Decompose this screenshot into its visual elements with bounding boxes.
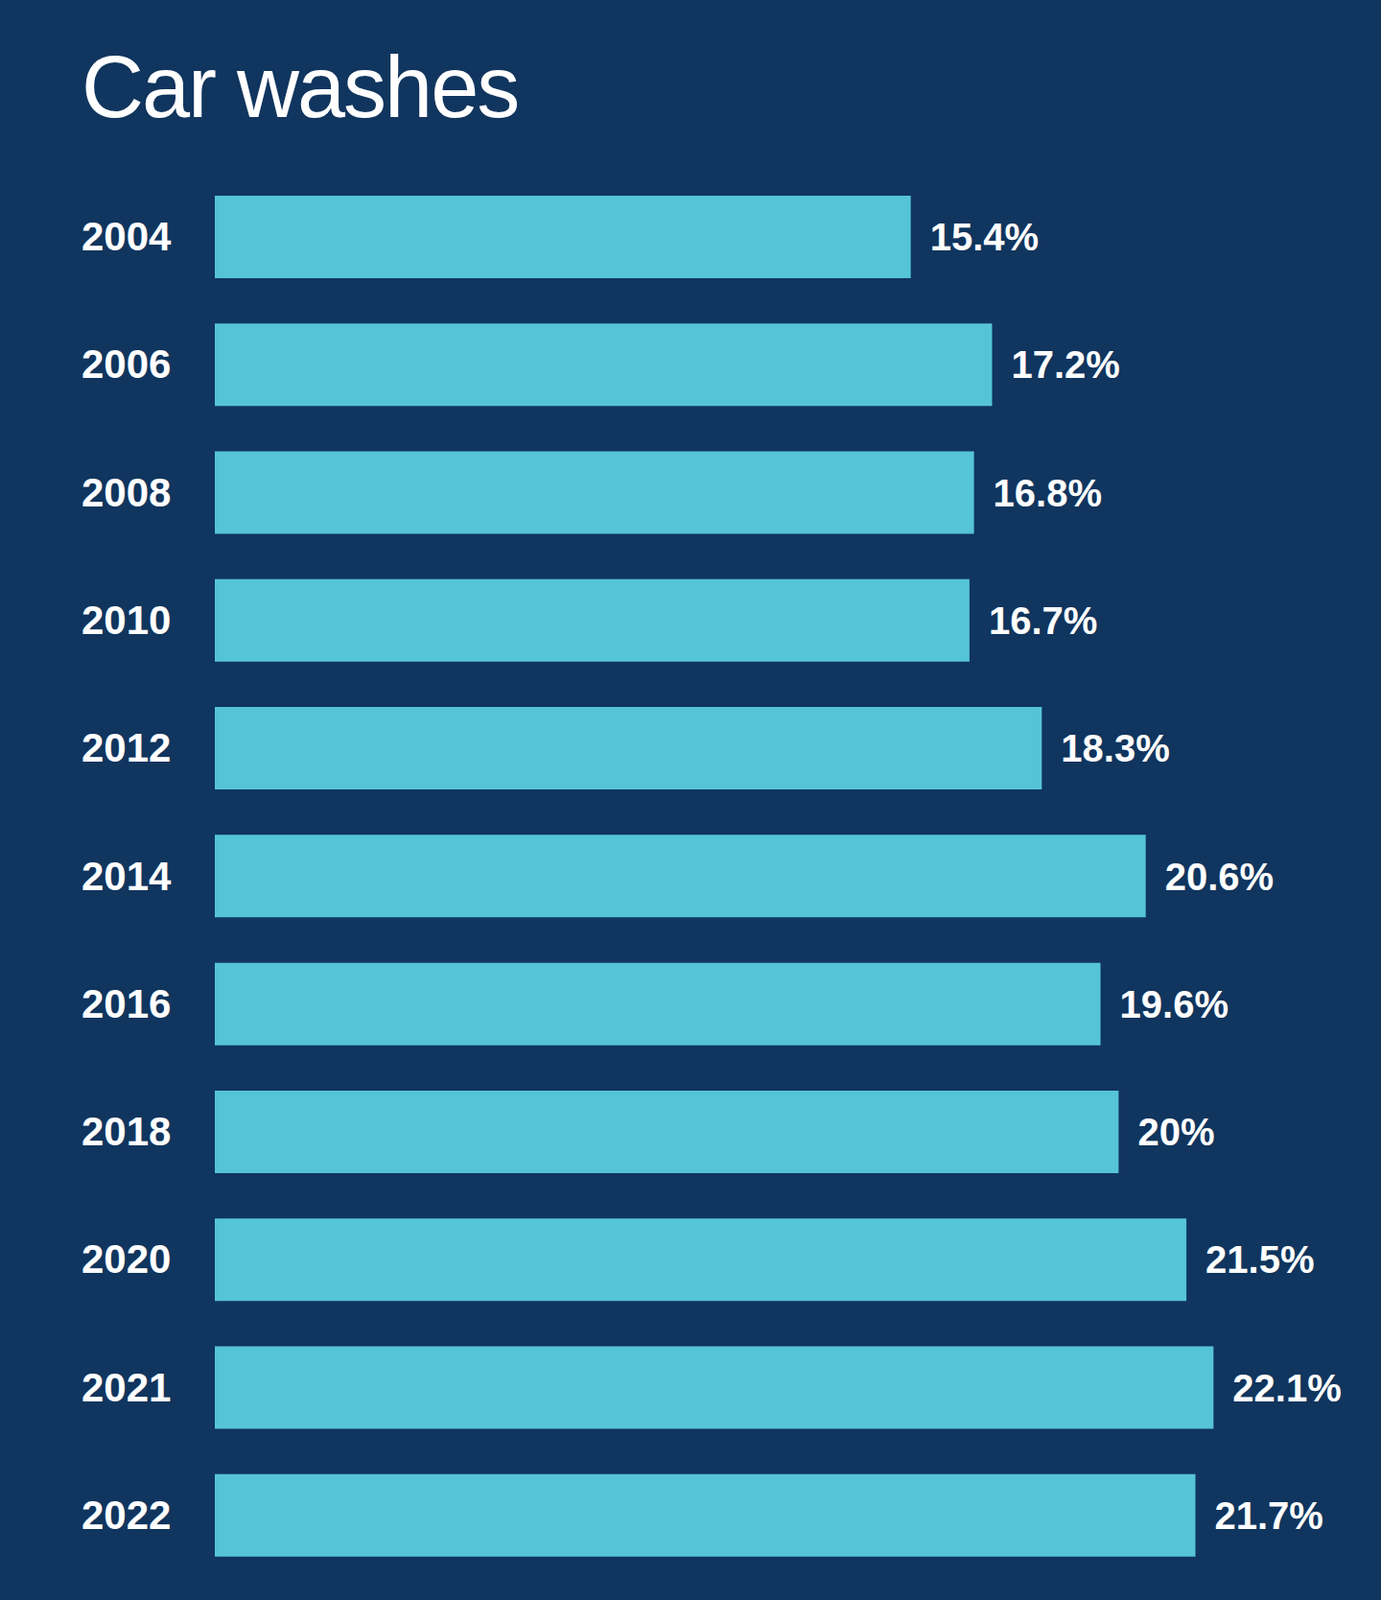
svg-text:2021: 2021 (81, 1364, 171, 1410)
svg-text:2016: 2016 (81, 981, 171, 1027)
svg-text:2008: 2008 (81, 469, 171, 515)
svg-text:21.7%: 21.7% (1215, 1494, 1324, 1537)
svg-text:16.8%: 16.8% (993, 471, 1102, 515)
svg-text:16.7%: 16.7% (988, 599, 1098, 642)
svg-text:21.5%: 21.5% (1205, 1238, 1314, 1281)
svg-text:18.3%: 18.3% (1060, 726, 1170, 770)
svg-text:2012: 2012 (81, 725, 171, 771)
svg-text:2020: 2020 (81, 1236, 171, 1282)
svg-text:2022: 2022 (81, 1492, 171, 1538)
svg-text:19.6%: 19.6% (1120, 983, 1229, 1026)
svg-text:15.4%: 15.4% (930, 215, 1039, 258)
svg-text:20.6%: 20.6% (1165, 855, 1274, 898)
svg-text:17.2%: 17.2% (1010, 343, 1120, 386)
html-text:Car washes: Car washes (81, 39, 519, 136)
svg-text:2010: 2010 (81, 597, 171, 643)
svg-text:22.1%: 22.1% (1232, 1366, 1341, 1409)
svg-text:2006: 2006 (81, 341, 171, 387)
svg-text:2004: 2004 (81, 213, 172, 259)
svg-text:2014: 2014 (81, 853, 172, 899)
svg-text:2018: 2018 (81, 1108, 171, 1154)
svg-text:20%: 20% (1137, 1110, 1215, 1153)
